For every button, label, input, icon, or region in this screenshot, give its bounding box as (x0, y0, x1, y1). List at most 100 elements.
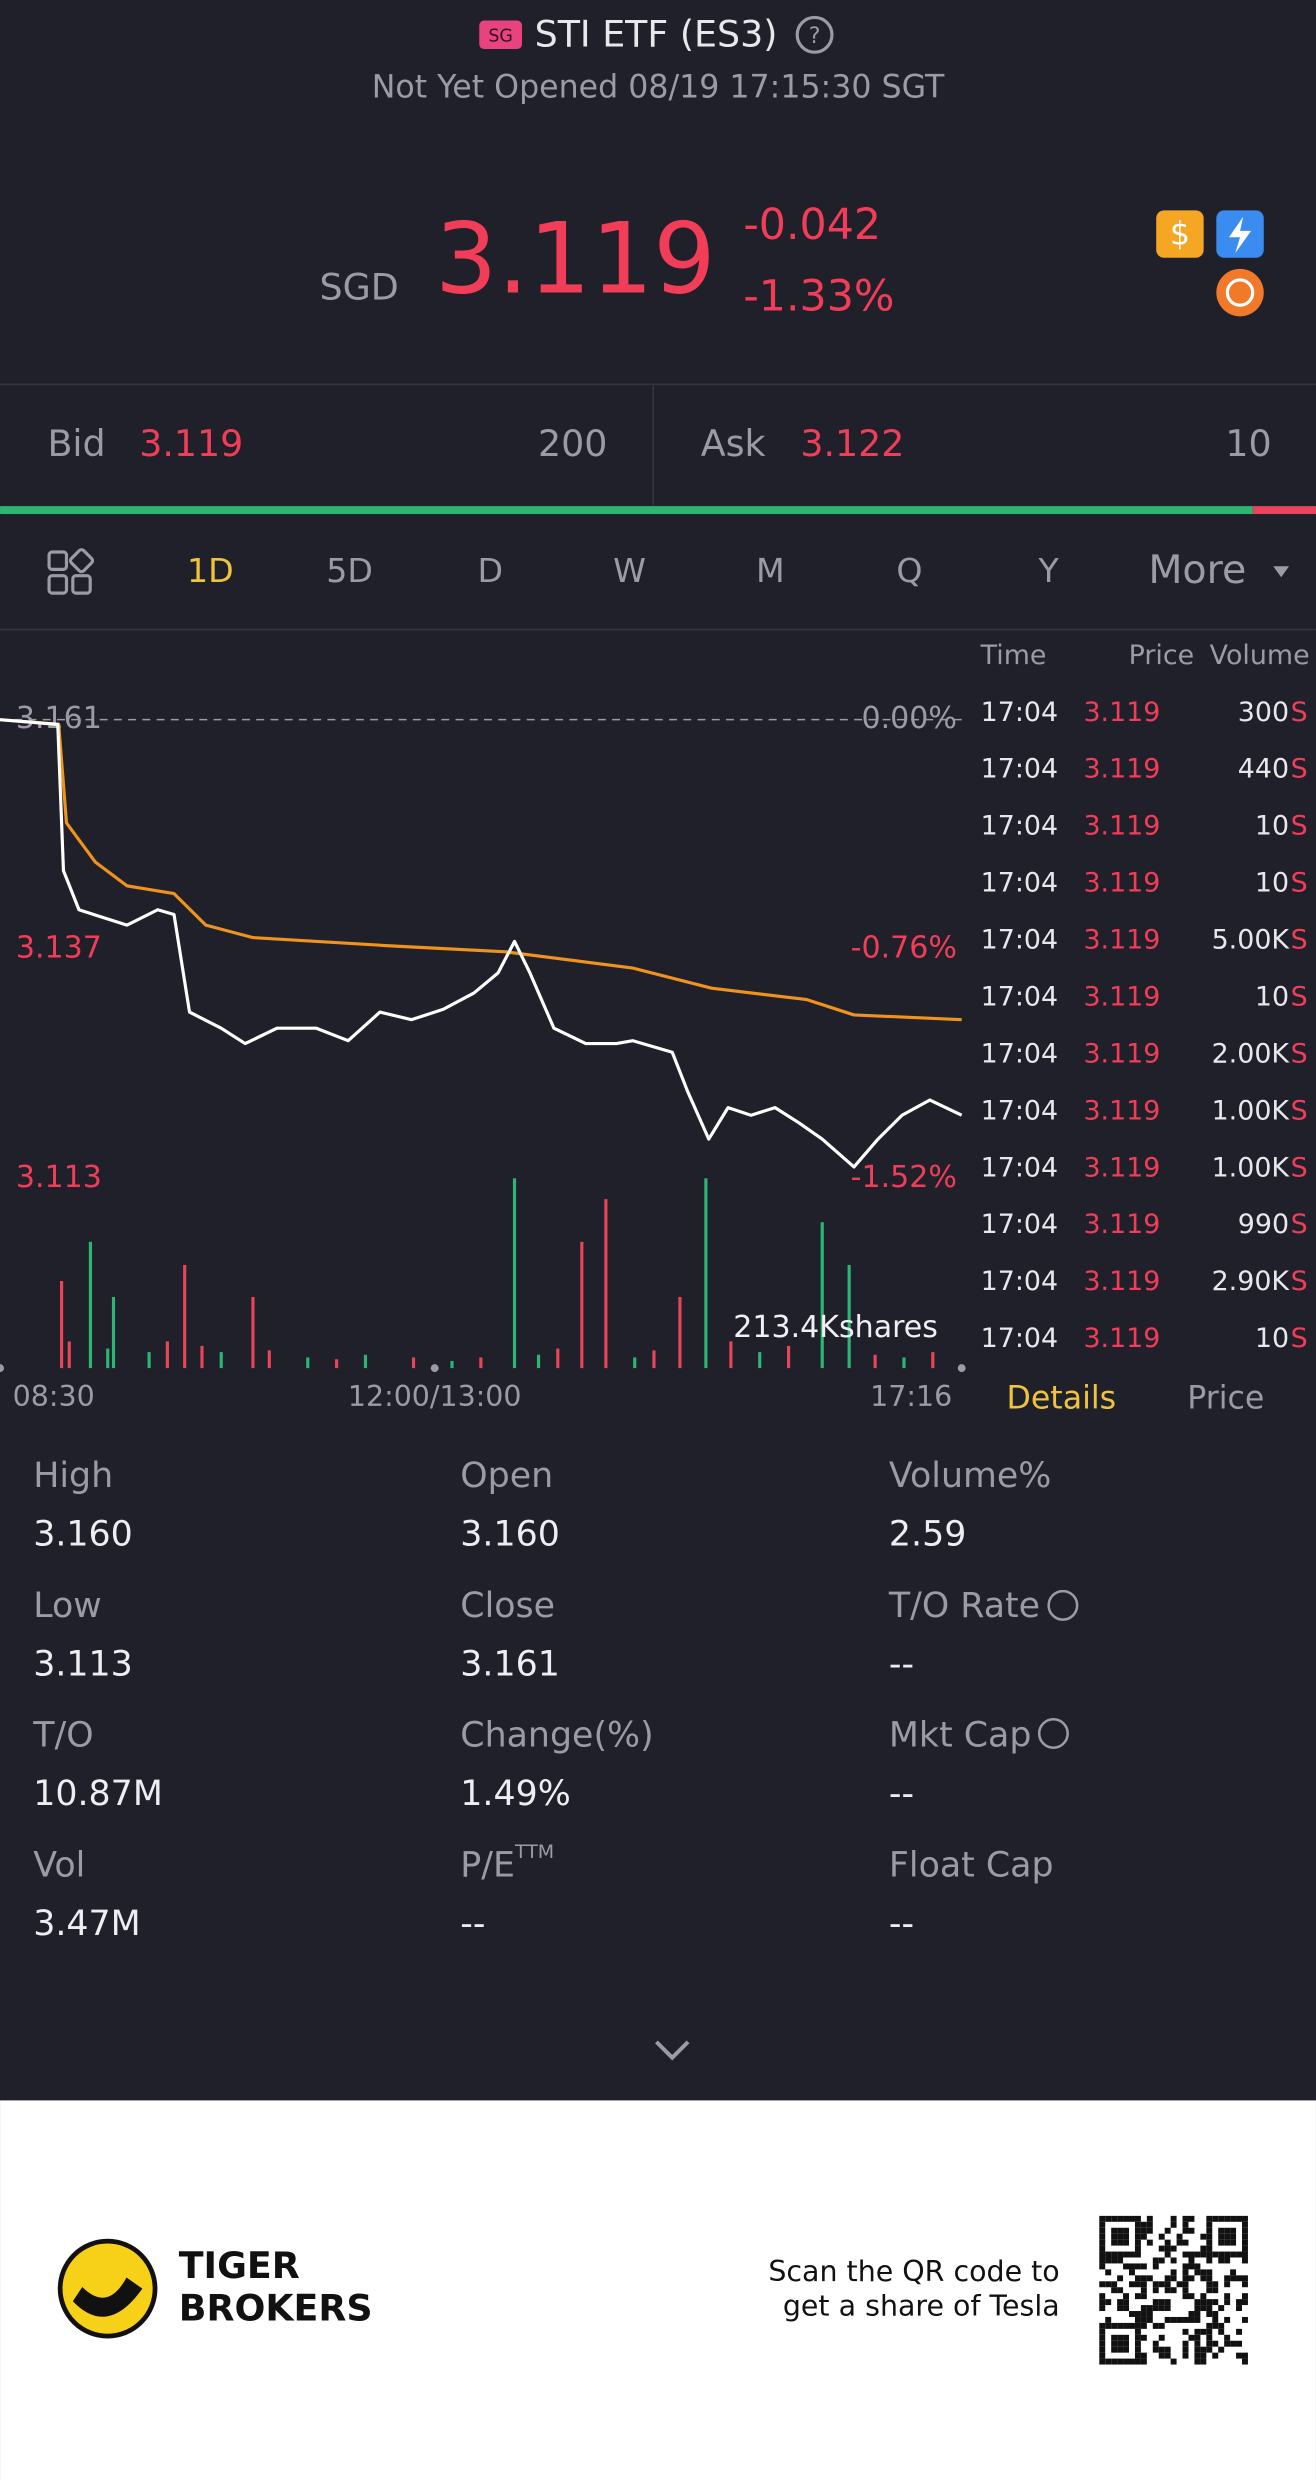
qr-module (1099, 2358, 1106, 2365)
trade-side: S (1291, 1152, 1308, 1183)
qr-module (1230, 2340, 1237, 2347)
qr-module (1212, 2215, 1219, 2222)
stat-label: T/O Rate (888, 1586, 1040, 1626)
stat-label-text: High (33, 1456, 113, 1496)
ask-size: 10 (1225, 422, 1271, 465)
qr-module (1152, 2305, 1159, 2312)
bid-label: Bid (47, 422, 105, 465)
trades-header: Price (1129, 640, 1195, 671)
stat-value: 2.59 (889, 1515, 966, 1555)
y-tick-label: 3.113 (16, 1160, 102, 1195)
qr-module (1140, 2263, 1147, 2270)
stat-label: Close (460, 1586, 555, 1626)
info-icon[interactable] (1037, 1717, 1069, 1749)
trade-time: 17:04 (981, 925, 1058, 956)
stat-value: -- (889, 1774, 914, 1814)
option-icon[interactable] (1216, 268, 1264, 317)
qr-module (1224, 2334, 1231, 2341)
qr-module (1134, 2346, 1141, 2353)
qr-module (1111, 2227, 1118, 2234)
qr-module (1134, 2358, 1141, 2365)
qr-module (1242, 2251, 1248, 2258)
period-tab[interactable]: D (478, 551, 504, 590)
qr-module (1206, 2334, 1213, 2341)
qr-module (1188, 2275, 1195, 2282)
qr-module (1206, 2251, 1213, 2258)
qr-module (1129, 2281, 1135, 2288)
stat-value: 3.160 (460, 1515, 560, 1555)
qr-module (1188, 2215, 1195, 2222)
trade-tab-price[interactable]: Price (1187, 1381, 1264, 1417)
volume-bar (183, 1264, 187, 1369)
qr-module (1152, 2299, 1159, 2306)
layout-icon[interactable] (47, 548, 95, 595)
promo: Scan the QR code to (768, 2255, 1059, 2288)
qr-module (1152, 2322, 1159, 2329)
qr-module (1140, 2233, 1147, 2240)
stat-label-text: Volume% (889, 1456, 1051, 1496)
qr-module (1140, 2293, 1147, 2300)
trade-volume: 300 (1238, 697, 1289, 728)
stat-value: 3.47M (33, 1904, 140, 1944)
qr-module (1242, 2233, 1248, 2240)
period-tab[interactable]: 5D (326, 551, 373, 590)
period-tab[interactable]: M (756, 551, 785, 590)
period-tab[interactable]: Y (1038, 551, 1060, 590)
qr-module (1140, 2311, 1147, 2317)
background (0, 0, 1316, 2100)
volume-bar (512, 1178, 517, 1369)
x-tick-mark (0, 1364, 4, 1373)
qr-module (1117, 2334, 1124, 2341)
qr-module (1230, 2269, 1237, 2276)
qr-module (1164, 2239, 1171, 2246)
period-tab[interactable]: 1D (187, 551, 234, 590)
period-tab[interactable]: More (1148, 547, 1246, 593)
period-tab[interactable]: W (613, 551, 646, 590)
qr-module (1111, 2346, 1118, 2353)
info-icon[interactable] (1047, 1589, 1079, 1621)
stat-label-text: T/O (32, 1716, 93, 1756)
qr-module (1200, 2245, 1207, 2252)
volume-bar (267, 1350, 271, 1369)
dollar-icon[interactable] (1156, 210, 1204, 258)
qr-module (1170, 2257, 1177, 2264)
qr-module (1117, 2305, 1124, 2312)
qr-module (1182, 2239, 1189, 2246)
qr-module (1230, 2275, 1237, 2282)
period-tab[interactable]: Q (896, 551, 922, 590)
ask-label: Ask (701, 422, 766, 465)
qr-module (1111, 2251, 1118, 2258)
qr-module (1158, 2245, 1165, 2252)
qr-module (1134, 2245, 1141, 2252)
qr-module (1206, 2328, 1213, 2335)
trade-time: 17:04 (981, 1323, 1058, 1354)
help-icon[interactable] (795, 15, 834, 54)
qr-module (1111, 2233, 1118, 2240)
qr-module (1099, 2239, 1106, 2246)
qr-module (1134, 2239, 1141, 2246)
qr-module (1242, 2275, 1248, 2282)
qr-module (1200, 2346, 1207, 2353)
qr-module (1140, 2275, 1147, 2282)
qr-module (1099, 2340, 1106, 2347)
qr-module (1117, 2340, 1124, 2347)
qr-module (1242, 2221, 1248, 2228)
qr-module (1158, 2281, 1165, 2288)
qr-module (1206, 2215, 1213, 2222)
qr-module (1230, 2233, 1237, 2240)
trade-time: 17:04 (981, 754, 1058, 785)
qr-module (1105, 2299, 1112, 2306)
qr-module (1146, 2215, 1153, 2222)
expand-chevron[interactable] (655, 2040, 690, 2061)
qr-module (1152, 2340, 1159, 2347)
volume-bar (219, 1352, 223, 1369)
qr-module (1129, 2215, 1135, 2222)
qr-module (1140, 2352, 1147, 2359)
qr-module (1152, 2346, 1159, 2353)
trade-volume: 5.00K (1212, 925, 1291, 956)
qr-module (1111, 2340, 1118, 2347)
qr-module (1200, 2233, 1207, 2240)
stat-label-text: Float Cap (889, 1845, 1054, 1885)
qr-module (1117, 2299, 1124, 2306)
trade-tab-details[interactable]: Details (1006, 1381, 1116, 1417)
